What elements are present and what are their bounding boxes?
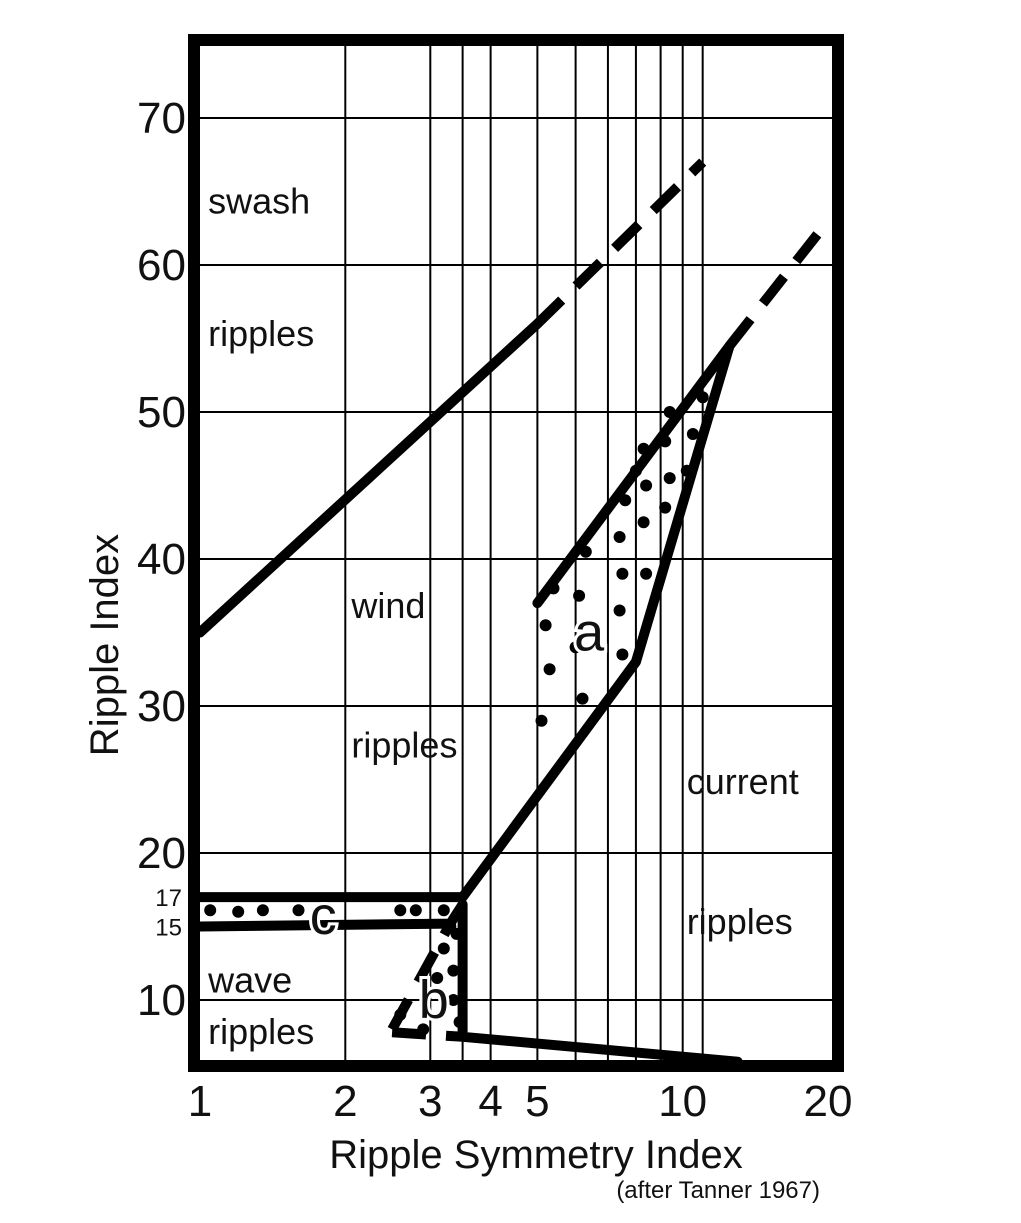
zone-b-dot: [417, 1023, 430, 1036]
region-label: wind: [350, 585, 425, 626]
x-tick-label: 4: [478, 1077, 502, 1126]
region-label: swash: [208, 181, 310, 222]
zone-b-dot: [447, 964, 460, 977]
solid-boundary-line: [195, 318, 543, 638]
dashed-boundary-line: [391, 1027, 463, 1042]
zone-a-dot: [629, 464, 642, 477]
zone-c-dot: [232, 905, 245, 918]
zone-b-dot: [447, 994, 460, 1006]
zone-a-dot: [547, 582, 560, 595]
zone-label-a: a: [574, 603, 605, 663]
zone-b-dot: [437, 942, 450, 955]
zone-a-dot: [535, 714, 548, 727]
y-tick-label: 20: [137, 829, 186, 878]
tick-labels: 1 2 3 4 5 10 20 10 20 30 40 50 60 70 17 15: [137, 94, 852, 1126]
x-tick-label: 1: [188, 1077, 212, 1126]
zone-a-dot: [543, 663, 556, 676]
region-label: ripples: [687, 901, 793, 942]
dotted-zones: [204, 391, 709, 1036]
region-label: wave: [207, 960, 292, 1001]
zone-a-dot: [616, 567, 629, 580]
zone-c-dot: [256, 904, 269, 917]
y-tick-label: 40: [137, 535, 186, 584]
zone-a-dot: [696, 391, 709, 404]
y-tick-label: 60: [137, 241, 186, 290]
dashed-boundary-line: [725, 217, 832, 349]
zone-a-dot: [663, 472, 676, 485]
zone-c-dot: [204, 904, 217, 917]
zone-a-dot: [659, 501, 672, 514]
zone-label-c: c: [310, 886, 337, 946]
zone-a-dot: [686, 428, 699, 440]
source-credit: (after Tanner 1967): [616, 1177, 820, 1204]
x-tick-label: 2: [333, 1077, 357, 1126]
region-label: ripples: [351, 724, 457, 765]
zone-a-dot: [640, 567, 653, 580]
zone-b-dot: [453, 1016, 466, 1028]
region-labels: swash ripples wind ripples current ripples wav…: [207, 181, 799, 1053]
solid-boundary-line: [195, 899, 743, 1067]
region-label: ripples: [208, 1011, 314, 1052]
zone-a-dot: [619, 494, 632, 507]
y-tick-label: 10: [137, 976, 186, 1025]
plot-frame: [188, 34, 844, 1072]
y-tick-label: 50: [137, 388, 186, 437]
zone-c-dot: [437, 904, 450, 917]
region-label: ripples: [208, 313, 314, 354]
zone-a-dot: [613, 531, 626, 543]
y-minor-tick-label: 15: [155, 915, 182, 942]
zone-c-dot: [409, 904, 422, 917]
zone-a-dot: [569, 641, 582, 654]
zone-a-dot: [637, 442, 650, 455]
x-axis-title: Ripple Symmetry Index: [329, 1133, 742, 1177]
y-minor-tick-label: 17: [155, 885, 182, 912]
x-tick-label: 10: [658, 1077, 707, 1126]
x-tick-label: 3: [418, 1077, 442, 1126]
zone-a-dot: [539, 619, 552, 632]
zone-a-dot: [613, 604, 626, 617]
y-axis-title: Ripple Index: [83, 534, 127, 756]
zone-a-dot: [637, 516, 650, 529]
zone-label-b: b: [419, 970, 449, 1030]
zone-a-dot: [579, 545, 592, 558]
zone-a-dot: [659, 435, 672, 448]
zone-a-dot: [576, 692, 589, 705]
zone-b-dot: [431, 972, 444, 984]
zone-a-dot: [640, 479, 653, 492]
zone-a-dot: [680, 464, 693, 477]
zone-a-dot: [663, 406, 676, 418]
zone-c-dot: [292, 904, 305, 917]
x-tick-label: 5: [525, 1077, 549, 1126]
zone-b-dot: [450, 927, 463, 940]
y-tick-label: 70: [137, 94, 186, 143]
dashed-boundary-line: [533, 158, 707, 328]
region-label: current: [687, 761, 799, 802]
x-tick-label: 20: [804, 1077, 853, 1126]
zone-c-dot: [394, 904, 407, 917]
y-tick-label: 30: [137, 682, 186, 731]
zone-a-dot: [616, 648, 629, 661]
zone-b-dot: [394, 1008, 407, 1021]
zone-a-dot: [573, 589, 586, 602]
solid-boundary-line: [195, 340, 735, 903]
